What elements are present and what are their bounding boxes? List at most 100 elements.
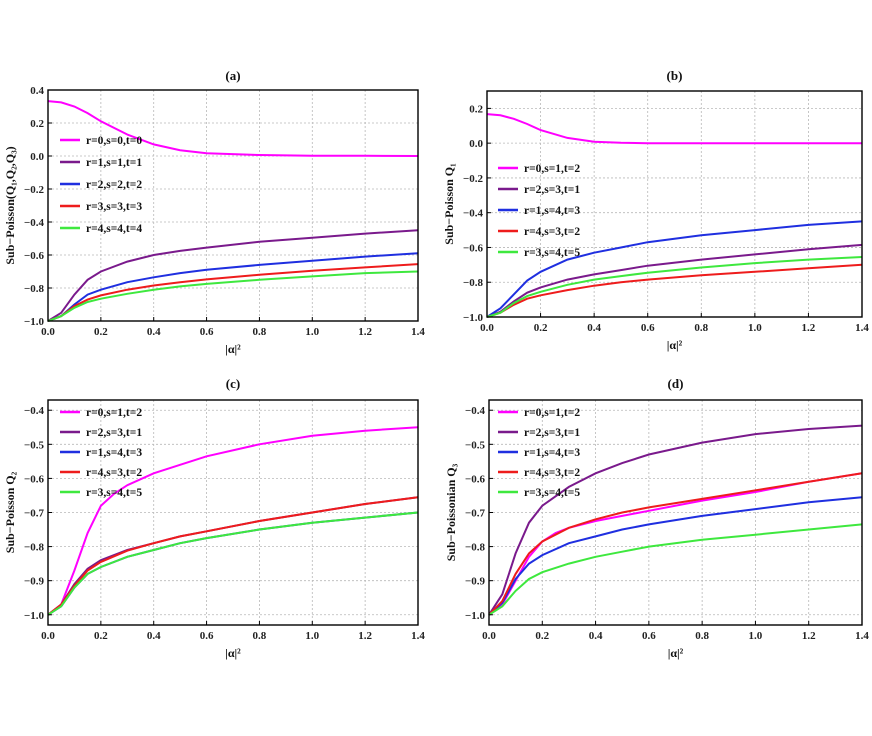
x-tick-label: 0.2 [535, 630, 549, 642]
y-tick-label: −0.4 [24, 217, 45, 229]
x-tick-label: 1.0 [749, 630, 763, 642]
legend-label: r=2,s=3,t=1 [524, 184, 580, 196]
x-tick-label: 0.8 [694, 322, 708, 334]
x-tick-label: 0.6 [200, 326, 214, 338]
y-tick-label: −0.6 [24, 250, 45, 262]
series-line-2 [47, 229, 419, 322]
series-line-4 [488, 472, 863, 616]
x-tick-label: 0.8 [253, 630, 267, 642]
y-tick-label: −1.0 [24, 316, 45, 328]
y-tick-label: −0.8 [24, 283, 45, 295]
series-line-4 [486, 263, 863, 318]
x-tick-label: 1.4 [855, 322, 869, 334]
series-line-3 [488, 496, 863, 616]
x-tick-label: 0.0 [41, 326, 55, 338]
x-tick-label: 0.0 [41, 630, 55, 642]
x-axis-label: |α|² [225, 646, 241, 660]
y-tick-label: 0.2 [469, 103, 483, 115]
y-tick-label: 0.4 [30, 85, 44, 97]
chart-panel-3: 0.0 0.2 0.4 0.6 0.8 1.0 1.2 1.4 −0.4 −0.5 −0.6 −0.7… [3, 376, 425, 660]
x-axis-label: |α|² [668, 646, 684, 660]
y-tick-label: −1.0 [465, 610, 486, 622]
chart-title: (a) [225, 68, 240, 83]
y-tick-label: −0.8 [463, 277, 484, 289]
series-line-5 [486, 256, 863, 318]
legend-label: r=3,s=3,t=3 [86, 201, 142, 213]
series-line-5 [47, 511, 419, 616]
series-line-2 [47, 496, 419, 616]
legend-label: r=0,s=1,t=2 [524, 163, 580, 175]
chart-title: (c) [226, 376, 240, 391]
x-tick-label: 0.4 [147, 326, 161, 338]
x-tick-label: 1.2 [358, 630, 372, 642]
legend-label: r=4,s=3,t=2 [524, 467, 580, 479]
chart-panel-1: 0.0 0.2 0.4 0.6 0.8 1.0 1.2 1.4 0.4 0.2 0.0 −0.2 −0.… [3, 68, 425, 356]
x-tick-label: 0.6 [642, 630, 656, 642]
y-tick-label: −0.9 [24, 576, 45, 588]
y-tick-label: −0.6 [463, 242, 484, 254]
y-tick-label: −0.9 [465, 576, 486, 588]
series-line-4 [47, 263, 419, 322]
plot-frame [47, 89, 419, 322]
x-tick-label: 0.0 [480, 322, 494, 334]
x-tick-label: 1.4 [411, 630, 425, 642]
series-line-1 [47, 426, 419, 616]
x-tick-label: 0.4 [589, 630, 603, 642]
legend-label: r=1,s=4,t=3 [524, 205, 580, 217]
legend-label: r=3,s=4,t=5 [86, 487, 142, 499]
series-line-3 [486, 220, 863, 318]
x-tick-label: 0.8 [695, 630, 709, 642]
y-tick-label: 0.2 [30, 118, 44, 130]
x-tick-label: 1.2 [802, 322, 816, 334]
y-tick-label: −0.6 [24, 473, 45, 485]
x-tick-label: 1.0 [305, 326, 319, 338]
legend-label: r=0,s=1,t=2 [86, 407, 142, 419]
y-tick-label: −0.5 [24, 439, 45, 451]
legend-label: r=4,s=4,t=4 [86, 223, 142, 235]
legend-label: r=2,s=3,t=1 [86, 427, 142, 439]
series-line-4 [47, 496, 419, 616]
y-tick-label: −1.0 [24, 610, 45, 622]
y-tick-label: −0.4 [463, 208, 484, 220]
y-tick-label: 0.0 [30, 151, 44, 163]
y-tick-label: −0.2 [463, 173, 484, 185]
y-axis-label: Sub−Poisson Q₁ [442, 163, 456, 245]
series-line-5 [488, 523, 863, 616]
legend-label: r=1,s=4,t=3 [524, 447, 580, 459]
x-tick-label: 0.2 [94, 326, 108, 338]
legend-label: r=1,s=4,t=3 [86, 447, 142, 459]
x-tick-label: 0.0 [482, 630, 496, 642]
legend-label: r=0,s=0,t=0 [86, 135, 142, 147]
y-axis-label: Sub−Poisson(Q₁,Q₂,Q₃) [3, 146, 17, 264]
series-line-5 [47, 270, 419, 322]
legend: r=0,s=0,t=0 r=1,s=1,t=1 r=2,s=2,t=2 r=3,s=3… [60, 135, 142, 235]
y-tick-label: −1.0 [463, 312, 484, 324]
y-tick-label: −0.8 [465, 542, 486, 554]
series-line-2 [486, 243, 863, 318]
legend: r=0,s=1,t=2 r=2,s=3,t=1 r=1,s=4,t=3 r=4,s=3… [498, 163, 580, 259]
x-tick-label: 0.4 [587, 322, 601, 334]
legend-label: r=1,s=1,t=1 [86, 157, 142, 169]
x-tick-label: 0.6 [641, 322, 655, 334]
chart-panel-2: 0.0 0.2 0.4 0.6 0.8 1.0 1.2 1.4 0.2 0.0 −0.2 −0.4 −0… [442, 68, 869, 352]
legend: r=0,s=1,t=2 r=2,s=3,t=1 r=1,s=4,t=3 r=4,s=3… [60, 407, 142, 499]
legend-label: r=2,s=3,t=1 [524, 427, 580, 439]
y-tick-label: 0.0 [469, 138, 483, 150]
y-tick-label: −0.7 [465, 508, 486, 520]
legend-label: r=0,s=1,t=2 [524, 407, 580, 419]
y-tick-label: −0.8 [24, 542, 45, 554]
series-line-3 [47, 511, 419, 616]
x-tick-label: 1.0 [748, 322, 762, 334]
legend-label: r=4,s=3,t=2 [86, 467, 142, 479]
y-tick-label: −0.5 [465, 439, 486, 451]
x-tick-label: 0.8 [253, 326, 267, 338]
legend-label: r=4,s=3,t=2 [524, 226, 580, 238]
x-tick-label: 1.2 [358, 326, 372, 338]
x-tick-label: 1.4 [855, 630, 869, 642]
legend-label: r=2,s=2,t=2 [86, 179, 142, 191]
x-tick-label: 0.6 [200, 630, 214, 642]
y-tick-label: −0.6 [465, 473, 486, 485]
plot-frame [486, 90, 863, 318]
x-tick-label: 1.0 [305, 630, 319, 642]
